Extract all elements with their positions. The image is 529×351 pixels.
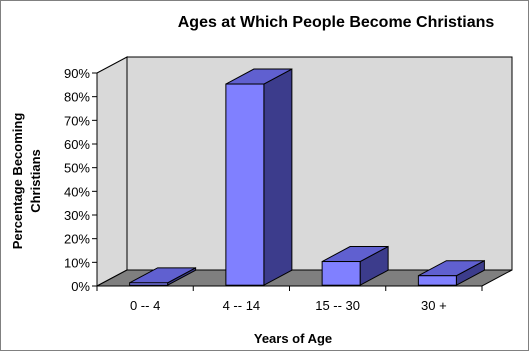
bar <box>129 282 169 286</box>
x-tick-label: 15 -- 30 <box>315 298 360 313</box>
x-tick-label: 30 + <box>421 298 447 313</box>
y-tick-label: 90% <box>64 66 90 81</box>
side-wall <box>96 56 128 287</box>
y-axis-label-line-2: Christians <box>28 149 43 213</box>
x-tick-label: 4 -- 14 <box>223 298 261 313</box>
bar-side <box>263 68 293 287</box>
y-tick-label: 80% <box>64 90 90 105</box>
y-tick-label: 70% <box>64 113 90 128</box>
back-wall <box>126 56 513 271</box>
y-tick-label: 60% <box>64 137 90 152</box>
y-tick-label: 0% <box>71 279 90 294</box>
x-axis-label: Years of Age <box>254 331 332 346</box>
chart-title: Ages at Which People Become Christians <box>178 14 495 31</box>
plot-area: 0% 10% 20% 30% 40% 50% 60% 70% 80% 90% 0 -- 4 4 -- … <box>64 56 513 313</box>
x-tick-label: 0 -- 4 <box>130 298 160 313</box>
y-tick-label: 20% <box>64 232 90 247</box>
y-axis-label-line-1: Percentage Becoming <box>10 113 25 250</box>
y-tick-label: 10% <box>64 255 90 270</box>
y-tick-label: 40% <box>64 184 90 199</box>
bar <box>321 261 361 286</box>
y-tick-label: 30% <box>64 208 90 223</box>
bar <box>417 275 457 286</box>
bar <box>225 83 265 286</box>
y-tick-label: 50% <box>64 161 90 176</box>
